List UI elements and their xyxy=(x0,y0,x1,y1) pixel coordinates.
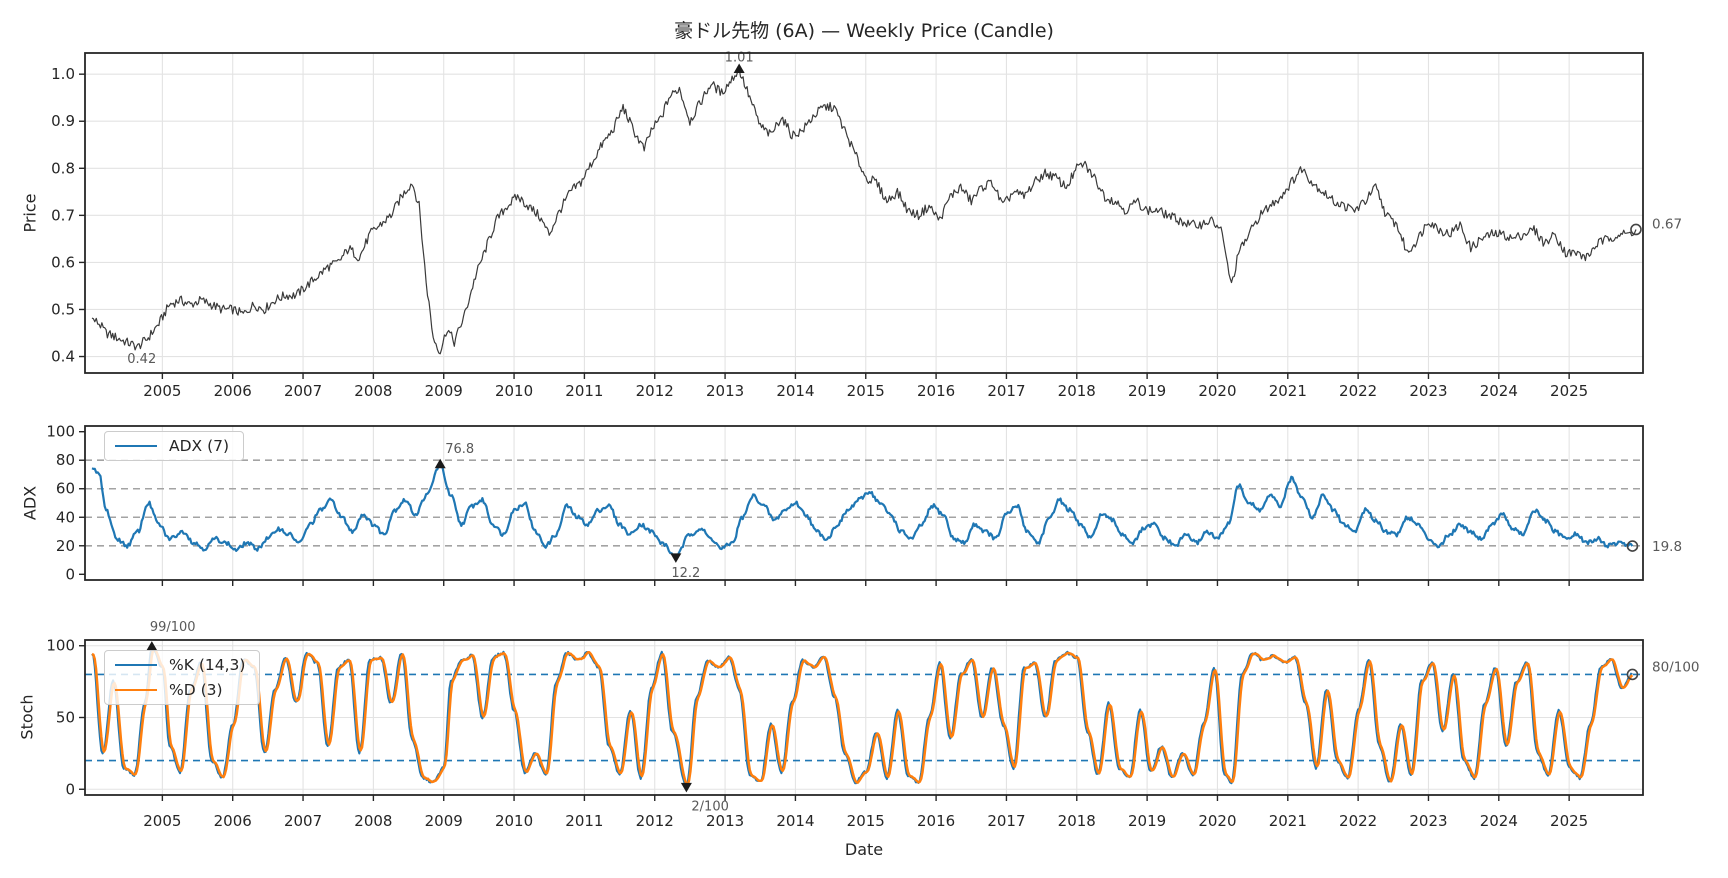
annotation-text: 2/100 xyxy=(691,799,728,814)
x-tick-label: 2017 xyxy=(987,382,1025,400)
y-tick-label: 40 xyxy=(56,508,75,526)
x-tick-label: 2005 xyxy=(143,382,181,400)
annotation-text: 76.8 xyxy=(445,442,474,457)
panel-border xyxy=(84,52,1644,374)
x-tick-label: 2019 xyxy=(1128,812,1166,830)
x-tick-label: 2015 xyxy=(847,382,885,400)
line-end-marker xyxy=(1626,540,1639,552)
line-end-marker xyxy=(1630,223,1642,236)
x-tick-label: 2015 xyxy=(847,812,885,830)
panel-border xyxy=(84,639,1644,796)
adx-legend-entry: ADX (7) xyxy=(115,437,229,455)
x-tick-label: 2020 xyxy=(1198,382,1236,400)
y-tick-label: 100 xyxy=(46,637,75,655)
annotation-text: 99/100 xyxy=(150,620,196,635)
x-tick-label: 2013 xyxy=(706,382,744,400)
x-tick-label: 2020 xyxy=(1198,812,1236,830)
x-tick-label: 2010 xyxy=(495,812,533,830)
panel-border xyxy=(84,425,1644,581)
y-tick-label: 0.7 xyxy=(51,206,75,224)
x-tick-label: 2021 xyxy=(1269,382,1307,400)
stoch-d-legend-entry: %D (3) xyxy=(115,681,245,699)
y-tick-label: 0.4 xyxy=(51,348,75,366)
x-tick-label: 2014 xyxy=(776,382,814,400)
adx-legend: ADX (7) xyxy=(104,431,245,461)
price-axis-label: Price xyxy=(20,193,40,233)
adx-line-swatch xyxy=(115,445,157,447)
x-tick-label: 2007 xyxy=(284,382,322,400)
y-tick-label: 0 xyxy=(65,780,75,798)
adx-axis-label: ADX xyxy=(20,485,40,521)
adx-line xyxy=(91,462,1634,559)
x-tick-label: 2007 xyxy=(284,812,322,830)
x-tick-label: 2006 xyxy=(214,382,252,400)
y-tick-label: 1.0 xyxy=(51,65,75,83)
x-tick-label: 2014 xyxy=(776,812,814,830)
annotation-marker-up xyxy=(733,63,745,73)
x-tick-label: 2017 xyxy=(987,812,1025,830)
y-tick-label: 60 xyxy=(56,480,75,498)
x-tick-label: 2012 xyxy=(636,812,674,830)
end-value-label: 0.67 xyxy=(1652,216,1682,232)
annotation-marker-down xyxy=(680,782,692,793)
annotation-text: 1.01 xyxy=(725,50,754,65)
x-tick-label: 2008 xyxy=(354,812,392,830)
x-tick-label: 2023 xyxy=(1409,812,1447,830)
x-tick-label: 2009 xyxy=(425,382,463,400)
x-tick-label: 2019 xyxy=(1128,382,1166,400)
x-tick-label: 2016 xyxy=(917,382,955,400)
stoch-axis-label: Stoch xyxy=(17,694,37,740)
y-tick-label: 0.6 xyxy=(51,253,75,271)
stoch-d-line-swatch xyxy=(115,689,157,691)
x-tick-label: 2022 xyxy=(1339,812,1377,830)
x-tick-label: 2025 xyxy=(1550,382,1588,400)
x-tick-label: 2010 xyxy=(495,382,533,400)
annotation-marker-down xyxy=(670,553,682,563)
stoch-legend: %K (14,3) %D (3) xyxy=(104,650,261,705)
stoch-k-line-swatch xyxy=(115,664,157,666)
y-tick-label: 20 xyxy=(56,537,75,555)
annotation-marker-up xyxy=(434,458,446,469)
x-tick-label: 2008 xyxy=(354,382,392,400)
x-tick-label: 2011 xyxy=(565,812,603,830)
x-tick-label: 2006 xyxy=(214,812,252,830)
line-end-marker xyxy=(1626,668,1639,681)
price-line xyxy=(91,67,1637,355)
y-tick-label: 0.5 xyxy=(51,300,75,318)
y-tick-label: 80 xyxy=(56,451,75,469)
end-value-label: 19.8 xyxy=(1652,539,1682,555)
x-tick-label: 2009 xyxy=(425,812,463,830)
chart-title: 豪ドル先物 (6A) — Weekly Price (Candle) xyxy=(674,20,1054,42)
y-tick-label: 0.8 xyxy=(51,159,75,177)
x-tick-label: 2024 xyxy=(1480,812,1518,830)
x-tick-label: 2025 xyxy=(1550,812,1588,830)
adx-legend-label: ADX (7) xyxy=(169,437,230,455)
x-tick-label: 2024 xyxy=(1480,382,1518,400)
x-tick-label: 2021 xyxy=(1269,812,1307,830)
x-tick-label: 2013 xyxy=(706,812,744,830)
stoch-k-legend-entry: %K (14,3) xyxy=(115,656,245,674)
stoch-d-legend-label: %D (3) xyxy=(169,681,223,699)
annotation-marker-up xyxy=(146,641,158,651)
x-tick-label: 2016 xyxy=(917,812,955,830)
x-tick-label: 2022 xyxy=(1339,382,1377,400)
x-tick-label: 2011 xyxy=(565,382,603,400)
x-tick-label: 2023 xyxy=(1409,382,1447,400)
end-value-label: 80/100 xyxy=(1652,659,1700,675)
x-tick-label: 2012 xyxy=(636,382,674,400)
stoch-d-line xyxy=(91,647,1634,787)
y-tick-label: 0 xyxy=(65,565,75,583)
stoch-k-legend-label: %K (14,3) xyxy=(169,656,246,674)
x-tick-label: 2018 xyxy=(1058,382,1096,400)
y-tick-label: 0.9 xyxy=(51,112,75,130)
y-tick-label: 100 xyxy=(46,423,75,441)
y-tick-label: 50 xyxy=(56,709,75,727)
x-tick-label: 2018 xyxy=(1058,812,1096,830)
x-tick-label: 2005 xyxy=(143,812,181,830)
annotation-text: 0.42 xyxy=(127,352,156,367)
annotation-text: 12.2 xyxy=(671,566,700,581)
date-axis-label: Date xyxy=(844,840,884,859)
